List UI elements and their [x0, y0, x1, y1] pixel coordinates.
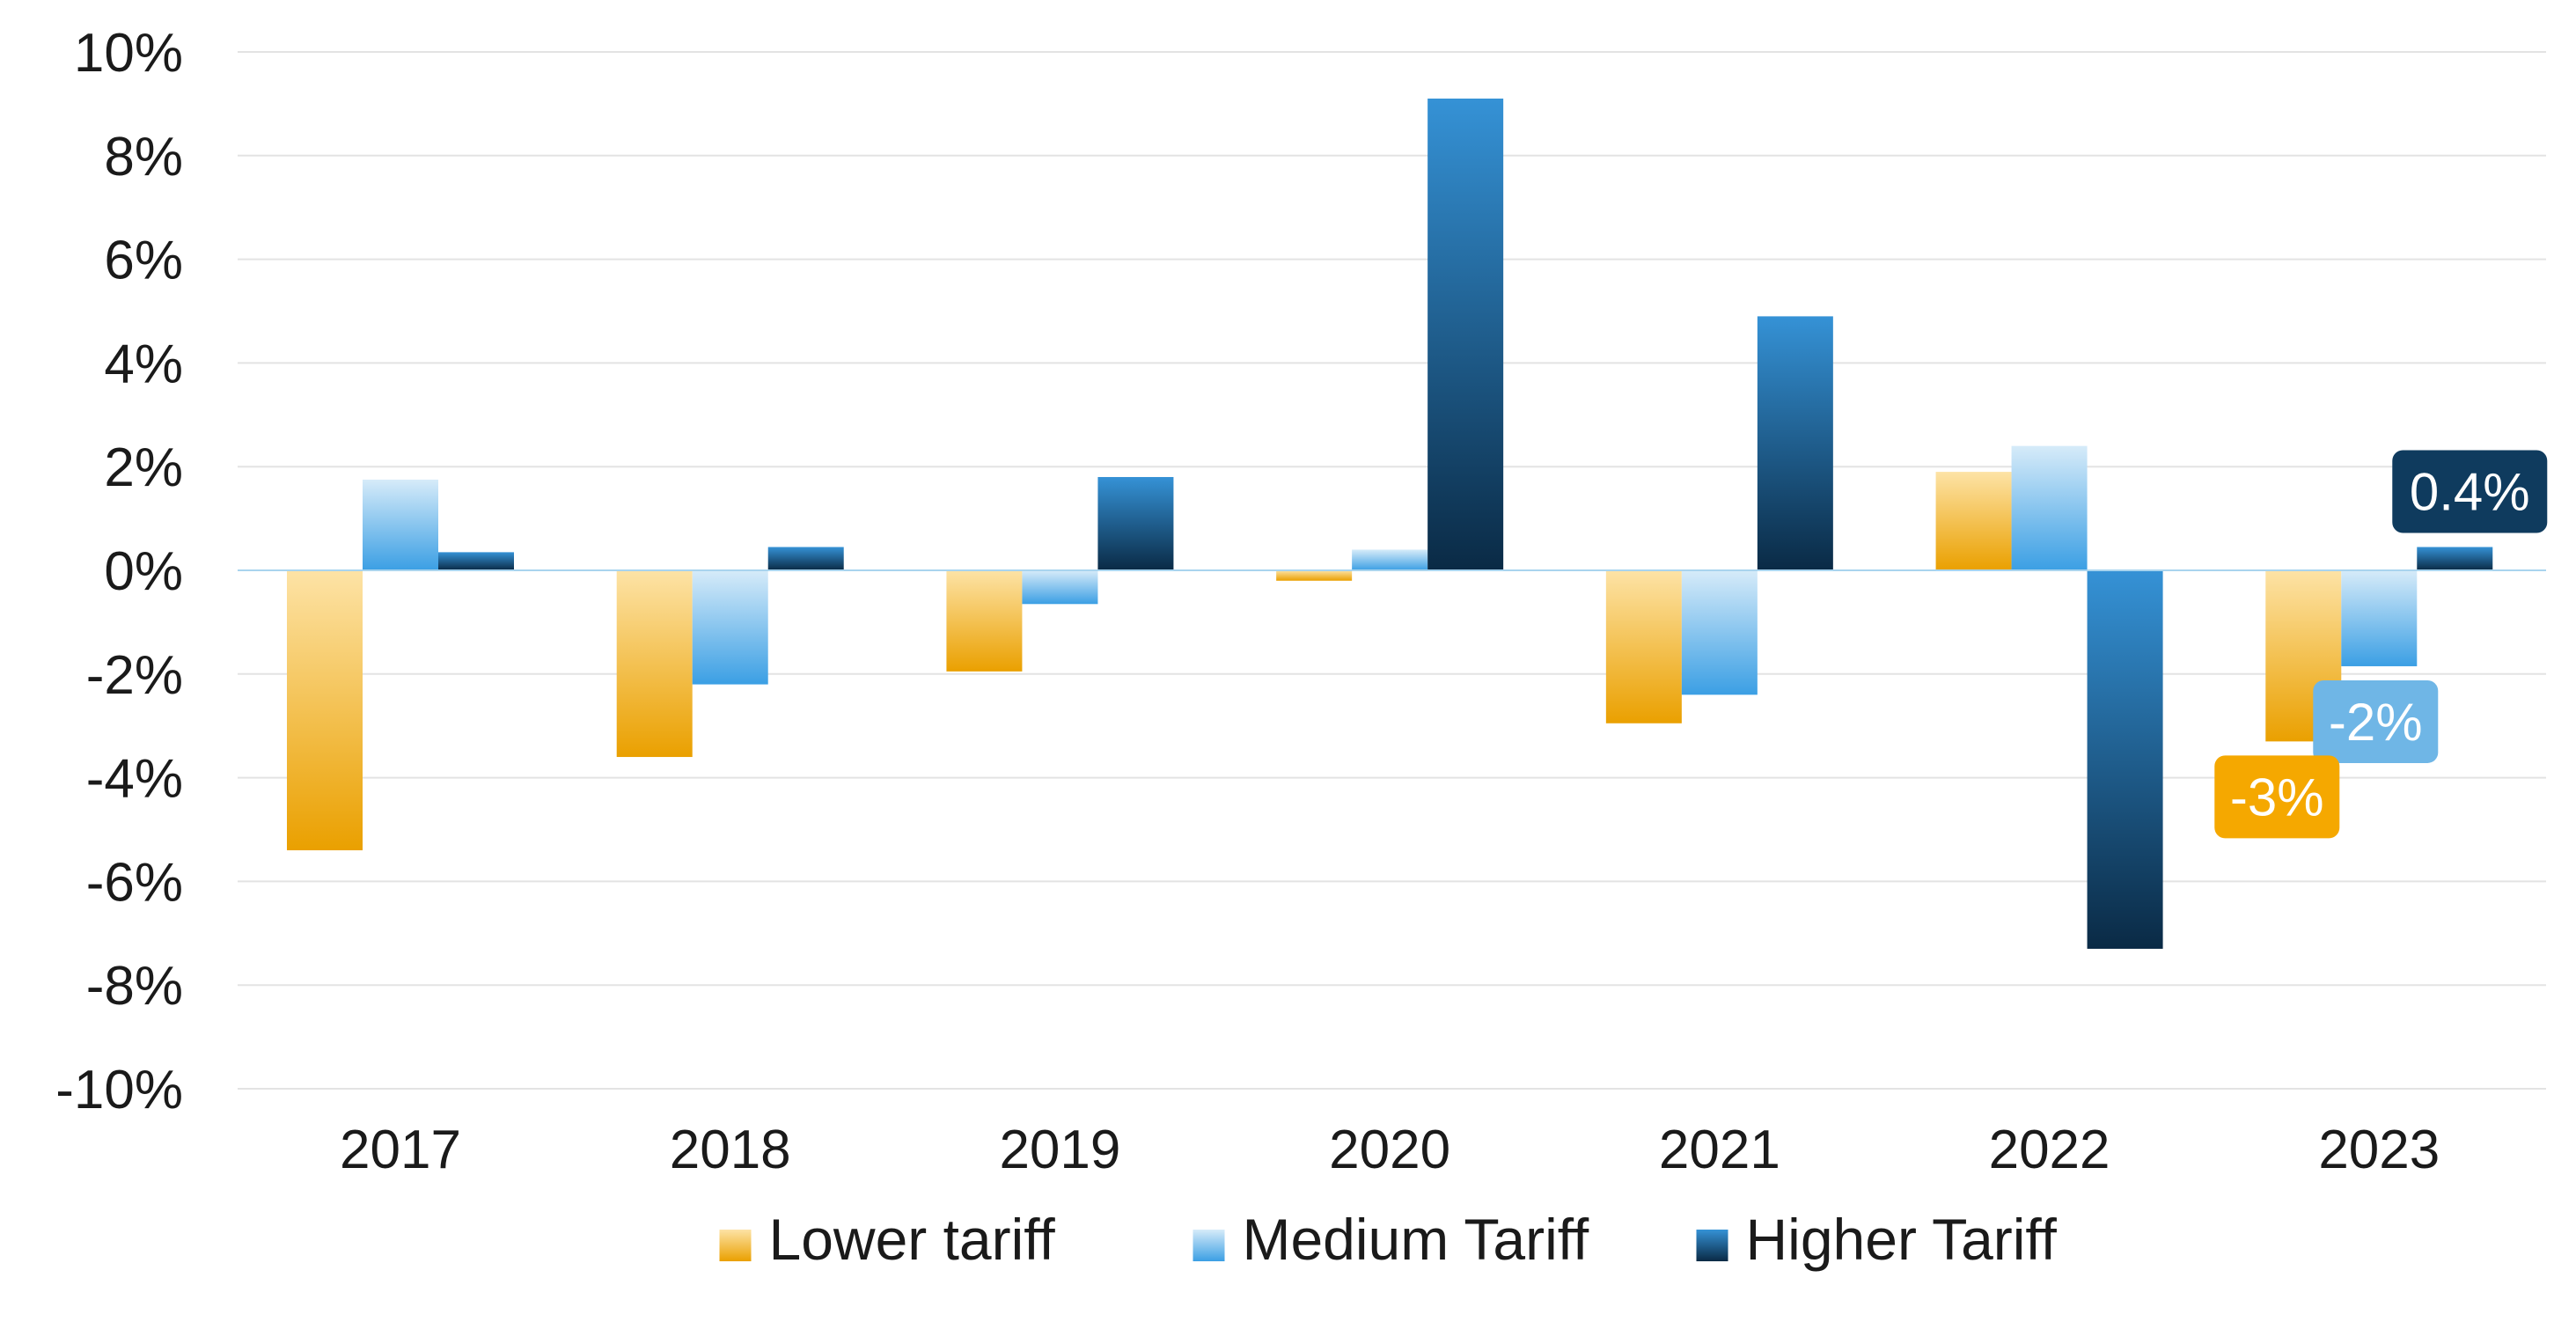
bar-higher-tariff-2017 [438, 552, 514, 570]
y-axis-tick-labels: 10% 8% 6% 4% 2% 0% -2% -4% -6% -8% -10% [55, 23, 183, 1120]
callout-label: 0.4% [2410, 462, 2530, 521]
bar-higher-tariff-2018 [767, 547, 844, 570]
callout-box [2313, 679, 2439, 763]
y-tick-label: 2% [104, 437, 183, 498]
bar-medium-tariff-2017 [363, 479, 438, 570]
bar-lower-tariff-2022 [1935, 472, 2012, 570]
bar-higher-tariff-2021 [1757, 316, 1833, 570]
y-tick-label: -8% [86, 956, 183, 1017]
callout-label: -2% [2329, 693, 2423, 752]
legend-item-lower-tariff: Lower tariff [719, 1207, 1056, 1272]
bar-medium-tariff-2019 [1022, 570, 1098, 605]
legend-swatch [1193, 1230, 1225, 1261]
x-axis-tick-labels: 2017 2018 2019 2020 2021 2022 2023 [340, 1120, 2440, 1180]
callout-medium-tariff: -2% [2313, 679, 2439, 763]
bar-medium-tariff-2022 [2011, 445, 2088, 570]
callout-lower-tariff: -3% [2214, 755, 2340, 839]
x-tick-label: 2023 [2318, 1120, 2440, 1180]
y-tick-label: 6% [104, 231, 183, 291]
x-tick-label: 2021 [1659, 1120, 1780, 1180]
bar-lower-tariff-2019 [946, 570, 1023, 672]
y-tick-label: -4% [86, 749, 183, 810]
bar-lower-tariff-2020 [1276, 570, 1353, 581]
callout-box [2392, 450, 2548, 533]
legend-label: Lower tariff [769, 1207, 1056, 1272]
bar-medium-tariff-2023 [2341, 570, 2418, 666]
y-tick-label: 10% [74, 23, 183, 84]
legend-swatch [1696, 1230, 1728, 1261]
data-callouts: 0.4% -2%-3% [2214, 450, 2548, 839]
y-tick-label: 4% [104, 334, 183, 394]
legend-swatch [719, 1230, 752, 1261]
legend: Lower tariff Medium Tariff Higher Tariff [719, 1207, 2058, 1272]
bar-higher-tariff-2020 [1427, 99, 1504, 570]
x-tick-label: 2022 [1989, 1120, 2110, 1180]
x-tick-label: 2017 [340, 1120, 461, 1180]
bar-lower-tariff-2018 [616, 570, 693, 758]
bar-medium-tariff-2018 [692, 570, 768, 685]
y-tick-label: 8% [104, 127, 183, 187]
legend-label: Medium Tariff [1243, 1207, 1589, 1272]
y-tick-label: -6% [86, 852, 183, 913]
legend-label: Higher Tariff [1746, 1207, 2058, 1272]
callout-label: -3% [2230, 767, 2324, 826]
bar-higher-tariff-2019 [1097, 476, 1174, 570]
y-tick-label: -2% [86, 645, 183, 706]
x-tick-label: 2018 [670, 1120, 791, 1180]
bar-medium-tariff-2020 [1352, 549, 1428, 570]
x-tick-label: 2020 [1329, 1120, 1450, 1180]
bar-lower-tariff-2021 [1605, 570, 1682, 723]
y-tick-label: 0% [104, 541, 183, 602]
callout-box [2214, 755, 2340, 839]
bar-higher-tariff-2023 [2417, 547, 2493, 570]
legend-item-medium-tariff: Medium Tariff [1193, 1207, 1589, 1272]
y-tick-label: -10% [55, 1060, 183, 1120]
bar-lower-tariff-2017 [287, 570, 363, 851]
x-tick-label: 2019 [999, 1120, 1120, 1180]
legend-item-higher-tariff: Higher Tariff [1696, 1207, 2058, 1272]
callout-higher-tariff: 0.4% [2392, 450, 2548, 533]
bar-higher-tariff-2022 [2087, 570, 2163, 949]
bars [287, 99, 2493, 949]
bar-medium-tariff-2021 [1681, 570, 1758, 695]
